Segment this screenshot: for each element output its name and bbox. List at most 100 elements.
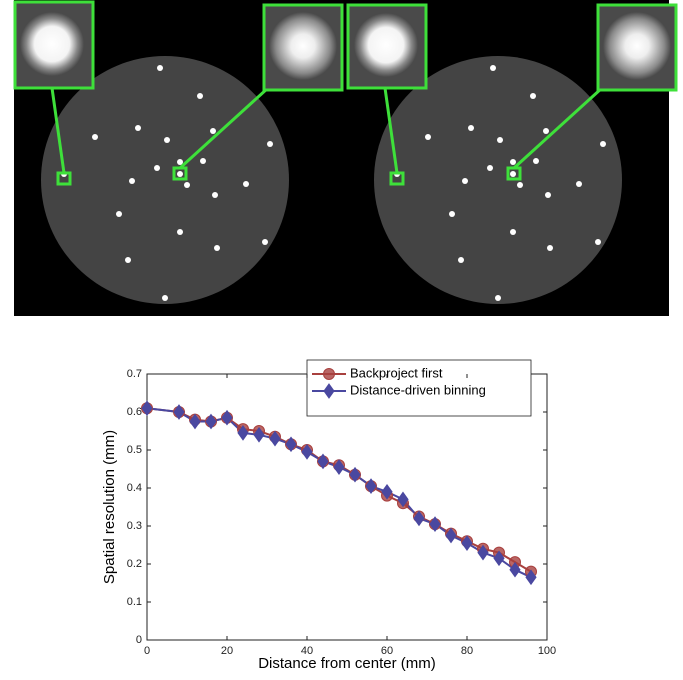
y-tick-label: 0.2 <box>127 558 142 570</box>
data-point <box>349 466 361 483</box>
y-axis-label: Spatial resolution (mm) <box>101 430 118 584</box>
y-tick-label: 0.7 <box>127 368 142 380</box>
phantom-dot <box>533 158 539 164</box>
phantom-dot <box>576 181 582 187</box>
inset-spot <box>603 12 671 80</box>
inset-spot <box>269 12 337 80</box>
legend-label: Distance-driven binning <box>350 382 486 397</box>
phantom-dot <box>177 159 183 165</box>
phantom-dot <box>267 141 273 147</box>
connector <box>512 86 604 170</box>
phantom-dot <box>510 229 516 235</box>
data-point <box>285 436 297 453</box>
phantom-dot <box>135 125 141 131</box>
y-tick-label: 0.5 <box>127 444 142 456</box>
phantom-dot <box>425 134 431 140</box>
data-point <box>237 425 249 441</box>
data-point <box>413 510 425 527</box>
data-point <box>333 459 345 475</box>
data-point <box>429 516 441 532</box>
data-point <box>189 413 201 430</box>
inset-spot <box>354 13 418 77</box>
phantom-dot <box>490 65 496 71</box>
phantom-dot <box>497 137 503 143</box>
phantom-dot <box>487 165 493 171</box>
phantom-dot <box>468 125 474 131</box>
data-point <box>445 527 457 544</box>
connector <box>50 87 66 174</box>
phantom-dot <box>92 134 98 140</box>
phantom-dot <box>545 192 551 198</box>
legend-label: Backproject first <box>350 365 443 380</box>
phantom-dot <box>449 211 455 217</box>
legend <box>306 359 532 417</box>
phantom-dot <box>543 128 549 134</box>
phantom-dot <box>517 182 523 188</box>
phantom-dot <box>462 178 468 184</box>
phantom-dot <box>197 93 203 99</box>
inset-spot <box>20 12 84 76</box>
phantom-dot <box>157 65 163 71</box>
phantom-dot <box>458 257 464 263</box>
x-tick-label: 100 <box>538 645 556 657</box>
roi-box <box>506 166 522 181</box>
phantom-dot <box>200 158 206 164</box>
phantom-dot <box>214 245 220 251</box>
data-point <box>493 550 505 567</box>
phantom-dot <box>530 93 536 99</box>
insets <box>13 0 678 186</box>
phantom-dot <box>154 165 160 171</box>
image-caption: Distance-driven binning <box>71 319 259 339</box>
x-tick-label: 60 <box>381 645 393 657</box>
phantom <box>374 56 622 304</box>
y-tick-label: 0.4 <box>127 482 142 494</box>
x-axis-label: Distance from center (mm) <box>258 655 436 672</box>
legend-marker <box>323 368 335 380</box>
data-point <box>205 413 217 430</box>
data-point <box>221 409 233 426</box>
y-tick-label: 0.1 <box>127 596 142 608</box>
data-point <box>253 426 265 443</box>
phantom-dot <box>595 239 601 245</box>
x-tick-label: 40 <box>301 645 313 657</box>
data-point <box>301 444 313 460</box>
data-point <box>381 483 393 500</box>
roi-box <box>389 171 405 186</box>
data-point <box>397 491 409 508</box>
data-point <box>141 400 153 417</box>
phantom-dot <box>212 192 218 198</box>
data-point <box>365 478 377 494</box>
x-tick-label: 0 <box>144 645 150 657</box>
phantom-dot <box>125 257 131 263</box>
phantom-dot <box>495 295 501 301</box>
image-caption: Backproject first <box>447 319 575 339</box>
phantom-dot <box>129 178 135 184</box>
phantom-dot <box>243 181 249 187</box>
data-point <box>173 404 185 420</box>
y-tick-label: 0 <box>136 634 142 646</box>
connector <box>178 86 270 170</box>
legend-marker <box>323 383 335 399</box>
phantom-dot <box>262 239 268 245</box>
phantom-dot <box>510 159 516 165</box>
phantom-dot <box>510 171 516 177</box>
roi-box <box>56 171 72 186</box>
data-point <box>461 535 473 551</box>
connector <box>383 87 399 174</box>
phantom-dot <box>164 137 170 143</box>
phantom-dot <box>177 229 183 235</box>
phantom-dot <box>177 171 183 177</box>
phantom-dot <box>600 141 606 147</box>
phantom <box>41 56 289 304</box>
y-tick-label: 0.3 <box>127 520 142 532</box>
data-point <box>477 544 489 561</box>
data-point <box>509 561 521 578</box>
roi-box <box>172 166 188 181</box>
data-point <box>269 430 281 447</box>
phantom-dot <box>547 245 553 251</box>
x-tick-label: 80 <box>461 645 473 657</box>
series-line <box>146 407 532 579</box>
phantom-dot <box>116 211 122 217</box>
phantom-dot <box>210 128 216 134</box>
